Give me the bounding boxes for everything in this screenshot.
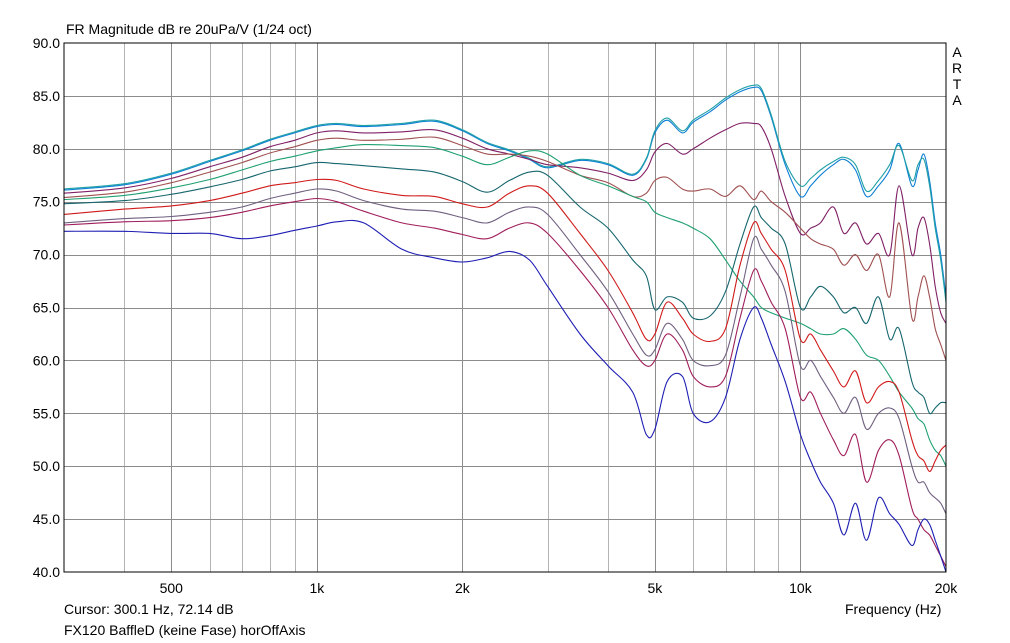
y-tick-label: 85.0 bbox=[33, 88, 60, 104]
response-curve bbox=[63, 161, 947, 415]
response-curves bbox=[63, 84, 947, 573]
brand-letter: A bbox=[952, 92, 962, 108]
y-tick-label: 90.0 bbox=[33, 35, 60, 51]
plot-frame bbox=[63, 42, 947, 573]
y-tick-label: 65.0 bbox=[33, 300, 60, 316]
response-curve bbox=[63, 122, 947, 324]
brand-letter: T bbox=[952, 76, 962, 92]
x-tick-label: 5k bbox=[647, 580, 663, 596]
x-tick-label: 1k bbox=[309, 580, 325, 596]
y-tick-label: 60.0 bbox=[33, 352, 60, 368]
response-curve bbox=[63, 143, 947, 467]
response-curve bbox=[63, 178, 947, 473]
y-tick-label: 75.0 bbox=[33, 194, 60, 210]
y-tick-label: 70.0 bbox=[33, 247, 60, 263]
axis-ticks: 40.0 45.0 50.0 55.0 60.0 65.0 70.0 75.0 80.0 85.0… bbox=[33, 35, 959, 596]
y-tick-label: 50.0 bbox=[33, 458, 60, 474]
response-curve bbox=[63, 86, 947, 297]
y-tick-label: 45.0 bbox=[33, 511, 60, 527]
x-tick-label: 20k bbox=[935, 580, 959, 596]
brand-letter: R bbox=[951, 60, 963, 76]
arta-brand: A R T A bbox=[951, 44, 963, 108]
cursor-readout: Cursor: 300.1 Hz, 72.14 dB bbox=[64, 601, 234, 617]
x-axis-label: Frequency (Hz) bbox=[845, 601, 942, 617]
y-tick-label: 80.0 bbox=[33, 141, 60, 157]
y-tick-label: 55.0 bbox=[33, 405, 60, 421]
x-tick-label: 10k bbox=[789, 580, 813, 596]
x-tick-label: 500 bbox=[160, 580, 184, 596]
plot-grid bbox=[64, 43, 946, 572]
response-curve bbox=[63, 136, 947, 361]
y-tick-label: 40.0 bbox=[33, 564, 60, 580]
brand-letter: A bbox=[952, 44, 962, 60]
x-tick-label: 2k bbox=[455, 580, 471, 596]
response-curve bbox=[63, 219, 947, 573]
response-curve bbox=[63, 197, 947, 567]
chart-title: FR Magnitude dB re 20uPa/V (1/24 oct) bbox=[66, 21, 312, 37]
response-curve bbox=[63, 188, 947, 515]
measurement-caption: FX120 BaffleD (keine Fase) horOffAxis bbox=[64, 622, 306, 638]
response-curve bbox=[63, 84, 947, 303]
